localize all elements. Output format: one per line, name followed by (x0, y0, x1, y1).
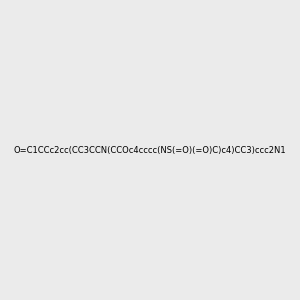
Text: O=C1CCc2cc(CC3CCN(CCOc4cccc(NS(=O)(=O)C)c4)CC3)ccc2N1: O=C1CCc2cc(CC3CCN(CCOc4cccc(NS(=O)(=O)C)… (14, 146, 286, 154)
